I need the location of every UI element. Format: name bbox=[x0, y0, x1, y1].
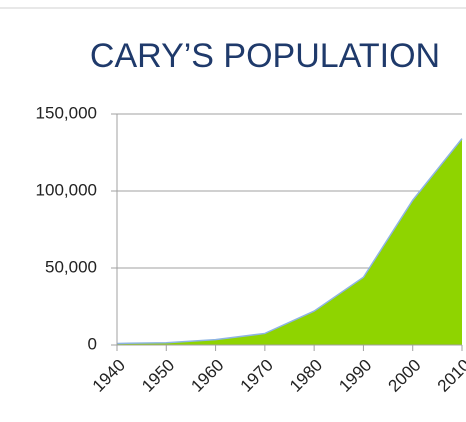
x-tick-label: 1990 bbox=[335, 356, 375, 396]
area-line bbox=[116, 138, 463, 345]
y-tick-label: 100,000 bbox=[36, 180, 97, 199]
chart-title: CARY’S POPULATION bbox=[90, 37, 440, 75]
area bbox=[117, 138, 462, 345]
y-tick-label: 0 bbox=[88, 334, 97, 353]
x-tick-label: 2010 bbox=[434, 356, 466, 396]
y-tick-label: 150,000 bbox=[36, 103, 97, 122]
y-tick-label: 50,000 bbox=[45, 257, 97, 276]
x-tick-label: 1970 bbox=[237, 356, 277, 396]
x-tick-label: 1980 bbox=[286, 356, 326, 396]
x-tick-label: 2000 bbox=[385, 356, 425, 396]
x-tick-label: 1940 bbox=[89, 356, 129, 396]
x-tick-label: 1960 bbox=[187, 356, 227, 396]
x-tick-label: 1950 bbox=[138, 356, 178, 396]
